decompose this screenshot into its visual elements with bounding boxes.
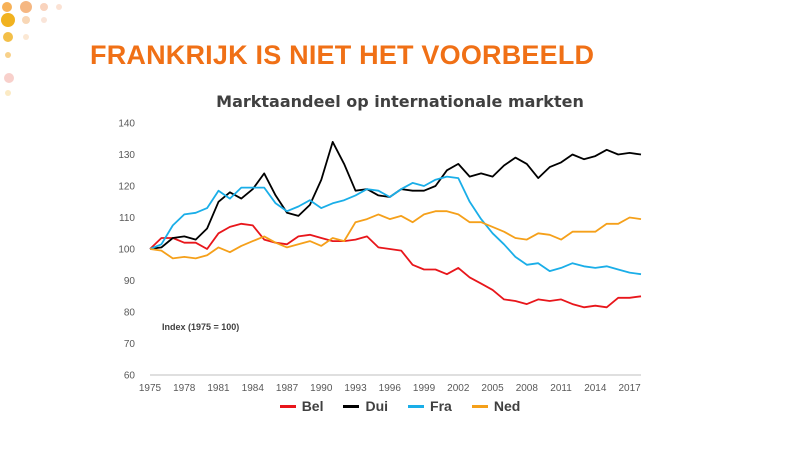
y-tick-label: 100 bbox=[118, 245, 135, 256]
legend-item-dui: Dui bbox=[343, 398, 388, 414]
chart-legend: Bel Dui Fra Ned bbox=[0, 398, 800, 414]
x-tick-label: 2017 bbox=[618, 383, 641, 394]
legend-item-ned: Ned bbox=[471, 398, 521, 414]
y-tick-label: 130 bbox=[118, 150, 135, 161]
y-tick-label: 70 bbox=[124, 339, 136, 350]
legend-swatch bbox=[408, 404, 425, 408]
x-tick-label: 1993 bbox=[344, 383, 367, 394]
legend-swatch bbox=[471, 404, 488, 408]
y-tick-label: 110 bbox=[119, 213, 135, 224]
x-tick-label: 1996 bbox=[379, 383, 402, 394]
x-tick-label: 1984 bbox=[242, 383, 265, 394]
x-tick-label: 2008 bbox=[516, 383, 539, 394]
x-tick-label: 1987 bbox=[276, 383, 299, 394]
y-tick-label: 140 bbox=[118, 119, 135, 130]
series-line-bel bbox=[149, 222, 642, 309]
series-line-fra bbox=[149, 175, 642, 276]
x-tick-label: 1990 bbox=[310, 383, 333, 394]
decorative-dots bbox=[1, 1, 62, 96]
y-tick-label: 120 bbox=[118, 182, 135, 193]
x-tick-label: 1999 bbox=[413, 383, 436, 394]
y-axis: 60 70 80 90 100 110 120 130 140 bbox=[118, 119, 135, 382]
series-lines bbox=[149, 140, 642, 309]
legend-label: Fra bbox=[430, 398, 452, 414]
y-tick-label: 80 bbox=[124, 308, 136, 319]
series-line-dui bbox=[149, 140, 642, 250]
legend-label: Ned bbox=[493, 398, 521, 414]
x-axis: 1975 1978 1981 1984 1987 1990 1993 1996 1999 2002… bbox=[139, 374, 641, 394]
legend-swatch bbox=[343, 404, 360, 408]
chart-title: Marktaandeel op internationale markten bbox=[216, 92, 584, 111]
slide-title: FRANKRIJK IS NIET HET VOORBEELD bbox=[90, 40, 595, 70]
legend-item-bel: Bel bbox=[279, 398, 324, 414]
legend-label: Bel bbox=[301, 398, 324, 414]
x-tick-label: 2002 bbox=[447, 383, 470, 394]
x-tick-label: 2005 bbox=[481, 383, 504, 394]
index-annotation: Index (1975 = 100) bbox=[162, 322, 239, 332]
y-tick-label: 60 bbox=[124, 371, 136, 382]
x-tick-label: 1981 bbox=[207, 383, 230, 394]
legend-label: Dui bbox=[365, 398, 389, 414]
series-line-ned bbox=[149, 210, 642, 260]
legend-swatch bbox=[279, 404, 296, 408]
legend-item-fra: Fra bbox=[408, 398, 452, 414]
x-tick-label: 1975 bbox=[139, 383, 162, 394]
x-tick-label: 2014 bbox=[584, 383, 607, 394]
y-tick-label: 90 bbox=[124, 276, 136, 287]
x-tick-label: 1978 bbox=[173, 383, 196, 394]
x-tick-label: 2011 bbox=[550, 383, 572, 394]
